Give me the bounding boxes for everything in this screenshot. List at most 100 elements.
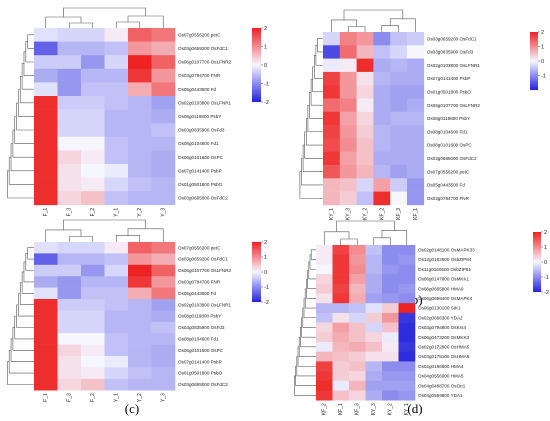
heatmap-cell bbox=[356, 111, 374, 126]
heatmap-panel-c: Os07g0556200 petC Os03g0659200 OsFdC1 Os06… bbox=[7, 219, 269, 416]
heatmap-cell bbox=[128, 96, 152, 110]
heatmap-cell bbox=[398, 312, 416, 323]
heatmap-cell bbox=[57, 55, 82, 70]
heatmap-panel-d: Os02g0148100 OsMAPK33 Os12g0162500 OsbZIP… bbox=[294, 220, 549, 416]
heatmap-cell bbox=[407, 71, 425, 86]
heatmap-cell bbox=[390, 178, 408, 192]
row-label: Os06g0665800 HMA9 bbox=[418, 286, 464, 291]
row-label: Os07g0141400 PsbP bbox=[427, 76, 471, 81]
heatmap-cell bbox=[34, 123, 58, 138]
heatmap-cell bbox=[34, 82, 58, 97]
heatmap-cell bbox=[365, 303, 383, 314]
heatmap-cell bbox=[104, 136, 129, 151]
heatmap-cell bbox=[332, 293, 350, 304]
heatmap-cell bbox=[365, 380, 383, 391]
heatmap-cell bbox=[81, 136, 105, 151]
heatmap-cell bbox=[332, 371, 350, 382]
heatmap-cell bbox=[316, 264, 333, 275]
column-label: KY_2 bbox=[388, 403, 394, 415]
heatmap-cell bbox=[390, 98, 408, 113]
row-dendrogram bbox=[294, 249, 316, 396]
heatmap-cell bbox=[365, 283, 383, 294]
heatmap-cell bbox=[382, 351, 399, 362]
heatmap-cell bbox=[339, 191, 357, 206]
heatmap-cell bbox=[104, 253, 129, 266]
column-label: KY_2 bbox=[363, 208, 369, 220]
heatmap-cell bbox=[34, 310, 58, 323]
legend-tick-label: -1 bbox=[264, 82, 269, 88]
heatmap-cell bbox=[151, 344, 176, 357]
heatmap-cell bbox=[151, 333, 176, 345]
heatmap-cell bbox=[81, 378, 105, 391]
heatmap-cell bbox=[339, 165, 357, 179]
heatmap-cell bbox=[349, 332, 366, 343]
heatmap-cell bbox=[316, 322, 333, 333]
heatmap-cell bbox=[34, 96, 58, 110]
heatmap-cell bbox=[398, 293, 416, 304]
heatmap-cell bbox=[339, 125, 357, 139]
heatmap-cell bbox=[373, 58, 391, 73]
column-label: Y_2 bbox=[137, 208, 143, 217]
heatmap-cell bbox=[316, 245, 333, 255]
heatmap-cell bbox=[339, 178, 357, 192]
heatmap-cell bbox=[57, 253, 82, 266]
heatmap-cell bbox=[339, 45, 357, 59]
row-label: Os06g0130100 SIK1 bbox=[418, 306, 461, 311]
column-label: Y_1 bbox=[114, 208, 120, 217]
row-label: Os08g0104600 Fd1 bbox=[427, 129, 468, 134]
heatmap-cell bbox=[34, 150, 58, 165]
heatmap-cell bbox=[128, 299, 152, 311]
heatmap-cell bbox=[332, 264, 350, 275]
heatmap-cell bbox=[34, 321, 58, 334]
heatmap-cell bbox=[151, 82, 176, 97]
heatmap-panel-b: Os03g0659200 OsFdC1 Os03g0835900 OsFd3 Os0… bbox=[299, 9, 546, 307]
heatmap-cell bbox=[349, 371, 366, 382]
heatmap-cell bbox=[332, 245, 350, 255]
legend-tick-label: -2 bbox=[264, 100, 269, 106]
heatmap-cell bbox=[104, 164, 129, 178]
heatmap-cell bbox=[57, 191, 82, 206]
heatmap-cell bbox=[356, 151, 374, 166]
row-label: Os03g0659200 OsFdC1 bbox=[178, 257, 228, 262]
heatmap-cell bbox=[57, 276, 82, 288]
row-dendrogram bbox=[299, 38, 323, 199]
row-label: Os11g0160500 OsbZIP81 bbox=[418, 267, 471, 272]
legend-tick-label: 2 bbox=[541, 30, 544, 36]
heatmap-cell bbox=[34, 333, 58, 345]
heatmap-cell bbox=[316, 332, 333, 343]
heatmap-cell bbox=[407, 98, 425, 113]
row-label: Os03g0835900 OsFd3 bbox=[178, 325, 225, 330]
heatmap-cell bbox=[398, 371, 416, 382]
heatmap-cell bbox=[128, 68, 152, 83]
row-label: Os05g0443500 Fd bbox=[178, 87, 217, 92]
legend-tick-label: 0 bbox=[264, 270, 267, 276]
legend-color-bar bbox=[533, 232, 541, 292]
heatmap-cell bbox=[332, 361, 350, 372]
heatmap-cell bbox=[81, 310, 105, 323]
heatmap-cell bbox=[382, 342, 399, 352]
row-label: Os02g0196600 HMA4 bbox=[418, 364, 464, 369]
heatmap-cell bbox=[373, 111, 391, 126]
legend-tick-label: 1 bbox=[544, 245, 547, 251]
heatmap-cell bbox=[382, 264, 399, 275]
row-label: Os02g0103800 OsLFNR1 bbox=[178, 100, 232, 105]
column-label: KY_1 bbox=[329, 208, 335, 220]
legend-tick-label: 2 bbox=[544, 230, 547, 236]
heatmap-cell bbox=[128, 136, 152, 151]
heatmap-cell bbox=[151, 96, 176, 110]
legend-tick-label: 0 bbox=[264, 63, 267, 69]
heatmap-cell bbox=[390, 138, 408, 152]
heatmap-cell bbox=[151, 310, 176, 323]
legend-tick-label: 0 bbox=[544, 260, 547, 266]
heatmap-cell bbox=[373, 125, 391, 139]
heatmap-cell bbox=[81, 367, 105, 380]
heatmap-cell bbox=[81, 299, 105, 311]
heatmap-cell bbox=[34, 41, 58, 56]
heatmap-cell bbox=[349, 303, 366, 314]
heatmap-cell bbox=[339, 71, 357, 86]
column-label: Y_1 bbox=[114, 393, 120, 402]
heatmap-cell bbox=[373, 32, 391, 46]
heatmap-cell bbox=[323, 111, 341, 126]
heatmap-cell bbox=[390, 165, 408, 179]
heatmap-cell bbox=[382, 380, 399, 391]
